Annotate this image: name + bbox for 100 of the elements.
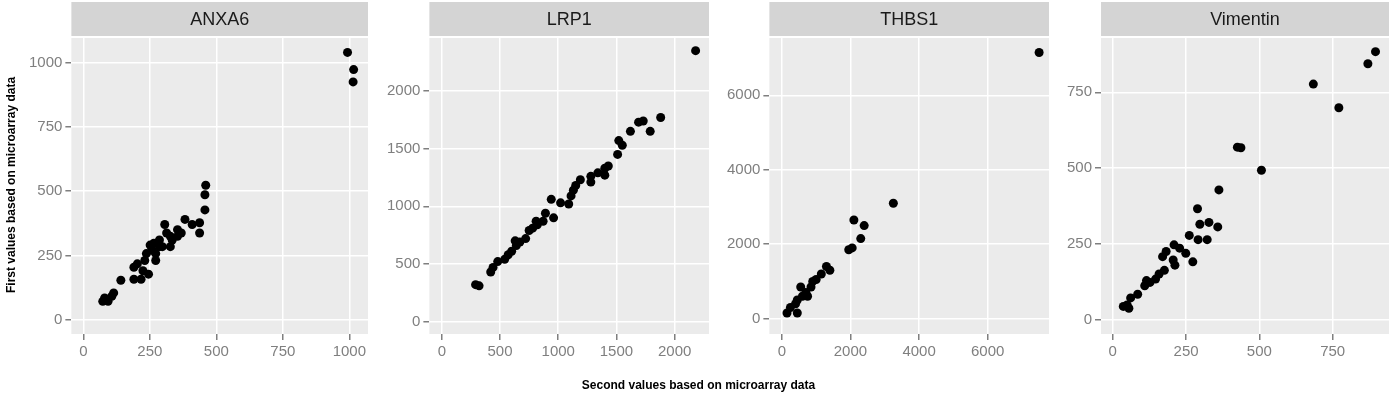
point <box>1188 257 1198 267</box>
point <box>796 282 806 292</box>
x-tick-label: 500 <box>203 342 229 360</box>
point <box>1334 103 1344 113</box>
y-tick-label: 0 <box>54 309 63 327</box>
y-tick-label: 2000 <box>726 234 761 252</box>
x-tick-label: 6000 <box>970 342 1005 360</box>
point <box>493 257 503 267</box>
point <box>1308 79 1318 89</box>
x-tick-label: 4000 <box>902 342 936 360</box>
point <box>566 191 576 201</box>
y-tick-label: 4000 <box>726 159 761 177</box>
point <box>343 47 353 57</box>
y-tick-label: 500 <box>37 181 63 199</box>
y-tick-label: 500 <box>395 254 421 272</box>
point <box>888 198 898 208</box>
point <box>1214 185 1224 195</box>
chart-title: LRP1 <box>546 8 592 29</box>
point <box>116 275 126 285</box>
point <box>792 308 802 318</box>
point <box>540 208 550 218</box>
point <box>614 136 624 146</box>
point <box>1193 204 1203 214</box>
point <box>1133 289 1143 299</box>
point <box>549 213 559 223</box>
y-tick-label: 2000 <box>386 81 421 99</box>
x-tick-label: 750 <box>1320 342 1346 360</box>
point <box>816 269 826 279</box>
point <box>645 126 655 136</box>
point <box>140 256 150 266</box>
x-tick-label: 750 <box>270 342 296 360</box>
y-tick-label: 0 <box>412 311 421 329</box>
point <box>1195 219 1205 229</box>
point <box>1193 235 1203 245</box>
point <box>625 126 635 136</box>
point <box>1181 248 1191 258</box>
point <box>187 220 197 230</box>
point <box>856 234 866 244</box>
y-tick-label: 1500 <box>386 138 421 156</box>
point <box>1363 59 1373 69</box>
point <box>200 205 210 215</box>
x-tick-label: 0 <box>777 342 787 360</box>
point <box>782 308 792 318</box>
point <box>1213 222 1223 232</box>
x-tick-label: 1000 <box>541 342 575 360</box>
point <box>613 149 623 159</box>
chart-title: ANXA6 <box>190 8 250 29</box>
x-tick-label: 2000 <box>657 342 692 360</box>
point <box>1184 230 1194 240</box>
chart-title: Vimentin <box>1210 8 1280 29</box>
y-axis-title: First values based on microarray data <box>4 75 19 296</box>
point <box>524 225 534 235</box>
x-tick-label: 250 <box>1173 342 1199 360</box>
x-tick-label: 1000 <box>332 342 367 360</box>
x-tick-label: 0 <box>79 342 88 360</box>
x-axis-title: Second values based on microarray data <box>580 378 817 392</box>
point <box>556 198 566 208</box>
point <box>348 77 358 87</box>
point <box>1204 217 1214 227</box>
point <box>138 266 148 276</box>
y-tick-label: 250 <box>1067 234 1093 252</box>
point <box>195 218 205 228</box>
y-tick-label: 1000 <box>28 52 63 70</box>
point <box>1371 47 1381 57</box>
y-tick-label: 0 <box>752 308 761 326</box>
x-tick-label: 0 <box>1108 342 1117 360</box>
point <box>593 168 603 178</box>
y-tick-label: 1000 <box>386 196 421 214</box>
point <box>1175 243 1185 253</box>
point <box>1202 235 1212 245</box>
y-tick-label: 0 <box>1083 309 1093 327</box>
x-tick-label: 1500 <box>599 342 634 360</box>
point <box>180 214 190 224</box>
x-tick-label: 0 <box>437 342 446 360</box>
y-tick-label: 750 <box>37 117 63 135</box>
x-tick-label: 500 <box>1246 342 1272 360</box>
point <box>1256 165 1266 175</box>
point <box>160 220 170 230</box>
chart-title: THBS1 <box>880 8 939 29</box>
y-tick-label: 6000 <box>726 85 761 103</box>
point <box>575 175 585 185</box>
point <box>136 274 146 284</box>
y-tick-label: 500 <box>1067 158 1093 176</box>
x-tick-label: 2000 <box>833 342 868 360</box>
point <box>1034 48 1044 58</box>
point <box>656 113 666 123</box>
x-tick-label: 250 <box>137 342 163 360</box>
y-tick-label: 750 <box>1067 82 1093 100</box>
point <box>859 221 869 231</box>
point <box>195 228 205 238</box>
point <box>349 65 359 75</box>
point <box>849 215 859 225</box>
point <box>1126 293 1136 303</box>
point <box>546 194 556 204</box>
point <box>691 46 701 56</box>
point <box>821 262 831 272</box>
point <box>201 180 211 190</box>
y-tick-label: 250 <box>37 245 63 263</box>
point <box>486 267 496 277</box>
point <box>1158 252 1168 262</box>
